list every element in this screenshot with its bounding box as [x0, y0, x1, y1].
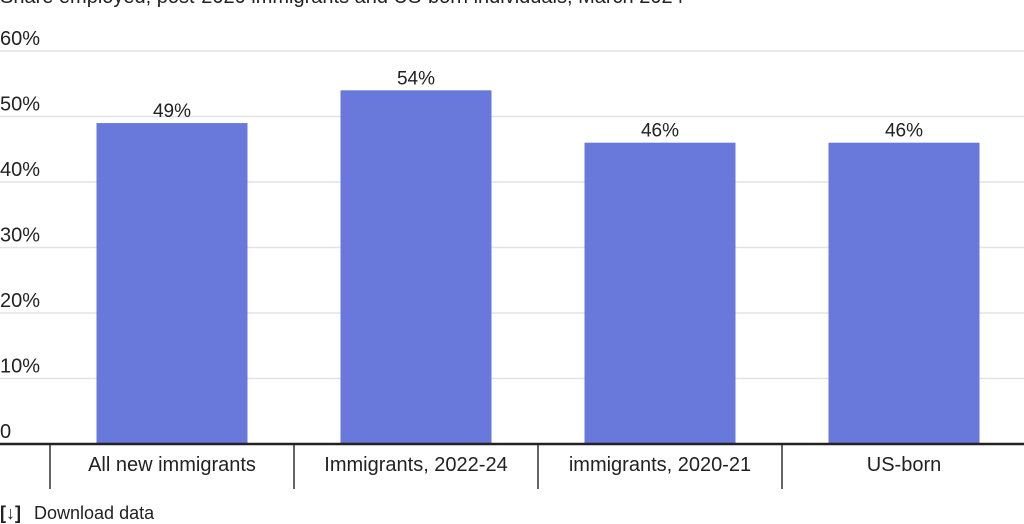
- bar: [96, 123, 248, 445]
- download-data-link[interactable]: [↓] Download data: [0, 503, 154, 524]
- bar: [828, 142, 980, 444]
- data-label: 46%: [641, 121, 679, 142]
- data-label: 49%: [153, 101, 191, 122]
- y-tick-label: 30%: [0, 225, 40, 247]
- x-tick-label: Immigrants, 2022-24: [324, 454, 507, 476]
- y-tick-label: 10%: [0, 356, 40, 378]
- data-label: 46%: [885, 121, 923, 142]
- y-tick-label: 50%: [0, 94, 40, 116]
- download-data-label: Download data: [34, 503, 155, 523]
- x-tick-label: immigrants, 2020-21: [569, 454, 751, 476]
- x-tick-label: All new immigrants: [88, 454, 256, 476]
- y-tick-label: 0: [0, 421, 11, 443]
- y-tick-label: 20%: [0, 290, 40, 312]
- y-tick-label: 60%: [0, 28, 40, 50]
- data-label: 54%: [397, 68, 435, 89]
- bar: [584, 142, 736, 444]
- y-tick-label: 40%: [0, 159, 40, 181]
- x-tick-label: US-born: [867, 454, 941, 476]
- download-data-icon: [↓]: [0, 503, 21, 523]
- bar: [340, 90, 492, 445]
- chart-subtitle: Share employed, post-2020 immigrants and…: [0, 0, 684, 9]
- bar-chart: 0 10% 20% 30% 40% 50% 60% 49% All new immigrants…: [0, 28, 1024, 489]
